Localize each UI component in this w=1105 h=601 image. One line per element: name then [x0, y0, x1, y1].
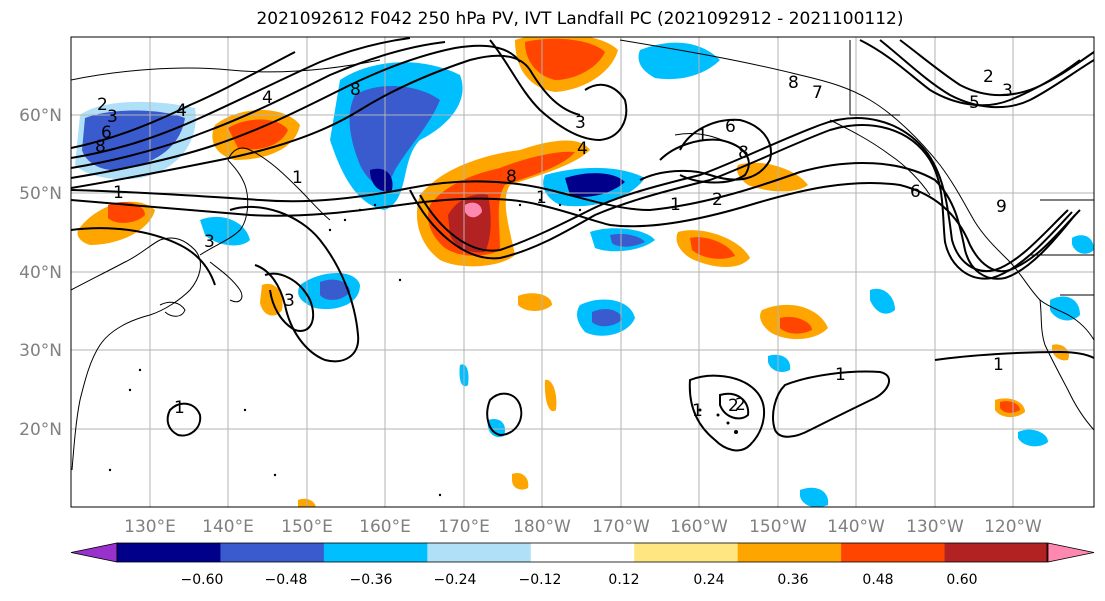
- pv-negative-shading: [75, 42, 1094, 507]
- contour-label: 1: [993, 355, 1004, 375]
- colorbar-segment: [220, 543, 325, 562]
- contour-label: 6: [725, 117, 736, 137]
- map-gridlines: [71, 37, 1094, 507]
- contour-label: 6: [101, 123, 112, 143]
- lon-tick-label: 140°W: [827, 517, 885, 537]
- contour-label: 3: [107, 107, 118, 127]
- colorbar-segment: [944, 543, 1049, 562]
- map-plot-area: 2 3 4 6 8 1 3 4 8 8 1 3 2 6 8 1 1 2 1 3 …: [71, 37, 1094, 507]
- lon-tick-label: 130°W: [906, 517, 964, 537]
- ivt-contours: [71, 37, 1094, 452]
- colorbar-tick-label: 0.24: [693, 572, 724, 588]
- colorbar-tick-label: −0.12: [519, 572, 562, 588]
- colorbar-tick-label: −0.24: [434, 572, 477, 588]
- lon-tick-label: 160°E: [359, 517, 411, 537]
- contour-label: 1: [174, 398, 185, 418]
- colorbar-tick-label: 0.60: [946, 572, 977, 588]
- contour-label: 3: [575, 113, 586, 133]
- colorbar-tick-label: 0.48: [862, 572, 893, 588]
- colorbar-segment: [530, 543, 635, 562]
- contour-label: 8: [506, 167, 517, 187]
- contour-labels: 2 3 4 6 8 1 3 4 8 8 1 3 2 6 8 1 1 2 1 3 …: [95, 67, 1013, 421]
- contour-label: 2: [983, 67, 994, 87]
- lat-tick-label: 20°N: [19, 420, 62, 440]
- contour-label: 2: [712, 190, 723, 210]
- colorbar-segment: [427, 543, 532, 562]
- lon-tick-label: 160°W: [670, 517, 728, 537]
- lon-tick-label: 180°W: [513, 517, 571, 537]
- colorbar-segment: [117, 543, 221, 562]
- contour-label: 8: [788, 73, 799, 93]
- longitude-axis: 130°E 140°E 150°E 160°E 170°E 180°W 170°…: [124, 517, 1042, 537]
- contour-label: 1: [670, 195, 681, 215]
- latitude-axis: 60°N 50°N 40°N 30°N 20°N: [19, 106, 62, 440]
- contour-label: 1: [536, 188, 547, 208]
- contour-label: 3: [284, 291, 295, 311]
- map-title: 2021092612 F042 250 hPa PV, IVT Landfall…: [256, 9, 904, 29]
- colorbar-extend-low: [70, 542, 118, 563]
- lon-tick-label: 140°E: [202, 517, 254, 537]
- contour-label: 1: [692, 401, 703, 421]
- colorbar: −0.60 −0.48 −0.36 −0.24 −0.12 0.12 0.24 …: [70, 542, 1095, 588]
- colorbar-labels: −0.60 −0.48 −0.36 −0.24 −0.12 0.12 0.24 …: [181, 572, 978, 588]
- contour-label: 8: [738, 143, 749, 163]
- contour-label: 9: [996, 197, 1007, 217]
- contour-label: 3: [1002, 81, 1013, 101]
- contour-label: 6: [910, 182, 921, 202]
- lon-tick-label: 170°W: [592, 517, 650, 537]
- contour-label: 4: [262, 88, 273, 108]
- lon-tick-label: 130°E: [124, 517, 176, 537]
- contour-label: 2: [97, 95, 108, 115]
- map-frame: [70, 36, 1095, 508]
- lon-tick-label: 150°W: [749, 517, 807, 537]
- contour-label: 1: [835, 365, 846, 385]
- lon-tick-label: 150°E: [281, 517, 333, 537]
- colorbar-segments: [70, 542, 1095, 563]
- colorbar-tick-label: −0.48: [265, 572, 308, 588]
- contour-label: 5: [969, 93, 980, 113]
- lon-tick-label: 120°W: [984, 517, 1042, 537]
- contour-label: 8: [95, 137, 106, 157]
- colorbar-tick-label: 0.36: [777, 572, 808, 588]
- colorbar-extend-high: [1047, 542, 1095, 563]
- contour-label: 3: [204, 232, 215, 252]
- islands: [108, 198, 738, 497]
- lat-tick-label: 50°N: [19, 184, 62, 204]
- pv-positive-shading: [77, 37, 1069, 507]
- lat-tick-label: 30°N: [19, 341, 62, 361]
- lat-tick-label: 60°N: [19, 106, 62, 126]
- colorbar-tick-label: 0.12: [608, 572, 639, 588]
- colorbar-tick-label: −0.60: [181, 572, 224, 588]
- colorbar-segment: [841, 543, 946, 562]
- coastlines: [71, 39, 1094, 471]
- colorbar-segment: [737, 543, 842, 562]
- colorbar-segment: [634, 543, 739, 562]
- contour-label: 1: [113, 183, 124, 203]
- contour-label: 2: [735, 395, 746, 415]
- lat-tick-label: 40°N: [19, 263, 62, 283]
- contour-label: 4: [176, 101, 187, 121]
- colorbar-frame: [116, 542, 1048, 563]
- contour-label: 8: [350, 80, 361, 100]
- colorbar-segment: [323, 543, 428, 562]
- contour-label: 7: [812, 83, 823, 103]
- lon-tick-label: 170°E: [438, 517, 490, 537]
- contour-label: 1: [697, 126, 708, 146]
- contour-label: 2: [728, 396, 739, 416]
- contour-label: 4: [577, 139, 588, 159]
- colorbar-tick-label: −0.36: [350, 572, 393, 588]
- contour-label: 1: [292, 168, 303, 188]
